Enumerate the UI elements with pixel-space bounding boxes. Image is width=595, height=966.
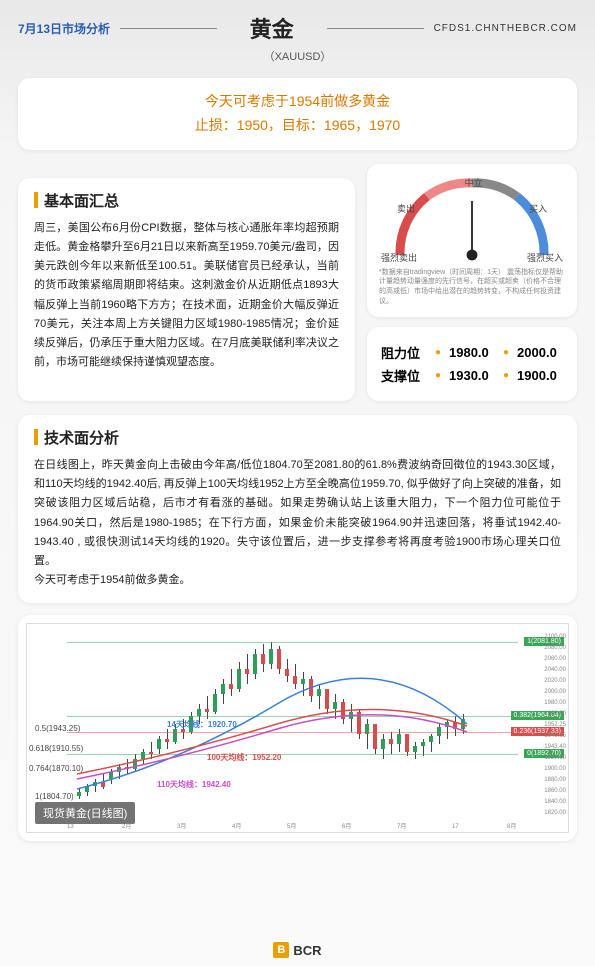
gauge-strong-buy: 强烈买入: [527, 251, 563, 264]
fundamental-card: 基本面汇总 周三，美国公布6月份CPI数据，整体与核心通胀年率均超预期走低。黄金…: [18, 178, 355, 401]
resistance-label: 阻力位: [381, 343, 427, 362]
support-v2: 1900.0: [517, 368, 563, 383]
gauge-strong-sell: 强烈卖出: [381, 251, 417, 264]
fundamental-text: 周三，美国公布6月份CPI数据，整体与核心通胀年率均超预期走低。黄金格攀升至6月…: [34, 219, 339, 373]
technical-title: 技术面分析: [44, 427, 119, 448]
divider: [327, 28, 424, 29]
brand-name: BCR: [293, 943, 321, 958]
chart-title: 现货黄金(日线图): [35, 802, 135, 824]
resistance-v2: 2000.0: [517, 345, 563, 360]
summary-line1: 今天可考虑于1954前做多黄金: [34, 90, 561, 114]
gauge-disclaimer: *数据来自tradingview（时间周期：1天） 震荡指标仅是帮助计量趋势动量…: [379, 268, 565, 307]
levels-card: 阻力位 ●1980.0 ●2000.0 支撑位 ●1930.0 ●1900.0: [367, 327, 577, 401]
price-chart: 现货黄金(日线图) 1(2081.80)0.382(1964.04)0.236(…: [26, 623, 569, 833]
summary-line2: 止损：1950，目标：1965，1970: [34, 114, 561, 138]
gauge-buy: 买入: [529, 202, 547, 215]
brand-logo: B BCR: [273, 942, 321, 958]
support-v1: 1930.0: [449, 368, 495, 383]
site-url: CFDS1.CHNTHEBCR.COM: [434, 23, 577, 34]
technical-card: 技术面分析 在日线图上，昨天黄金向上击破由今年高/低位1804.70至2081.…: [18, 415, 577, 603]
resistance-v1: 1980.0: [449, 345, 495, 360]
gauge-sell: 卖出: [397, 202, 415, 215]
summary-card: 今天可考虑于1954前做多黄金 止损：1950，目标：1965，1970: [18, 78, 577, 150]
divider: [120, 28, 217, 29]
subtitle: （XAUUSD）: [18, 48, 577, 64]
chart-card: 现货黄金(日线图) 1(2081.80)0.382(1964.04)0.236(…: [18, 615, 577, 841]
date-label: 7月13日市场分析: [18, 20, 110, 37]
footer: B BCR: [0, 940, 595, 958]
header: 7月13日市场分析 黄金 CFDS1.CHNTHEBCR.COM: [18, 12, 577, 44]
logo-icon: B: [273, 942, 289, 958]
fundamental-title: 基本面汇总: [44, 190, 119, 211]
technical-text: 在日线图上，昨天黄金向上击破由今年高/低位1804.70至2081.80的61.…: [34, 456, 561, 591]
support-label: 支撑位: [381, 366, 427, 385]
gauge-card: 中立 卖出 买入 强烈卖出 强烈买入 *数据来自tradingview（时间周期…: [367, 164, 577, 317]
sentiment-gauge: 中立 卖出 买入 强烈卖出 强烈买入: [379, 174, 565, 264]
gauge-neutral: 中立: [465, 176, 483, 189]
page-title: 黄金: [227, 12, 317, 44]
